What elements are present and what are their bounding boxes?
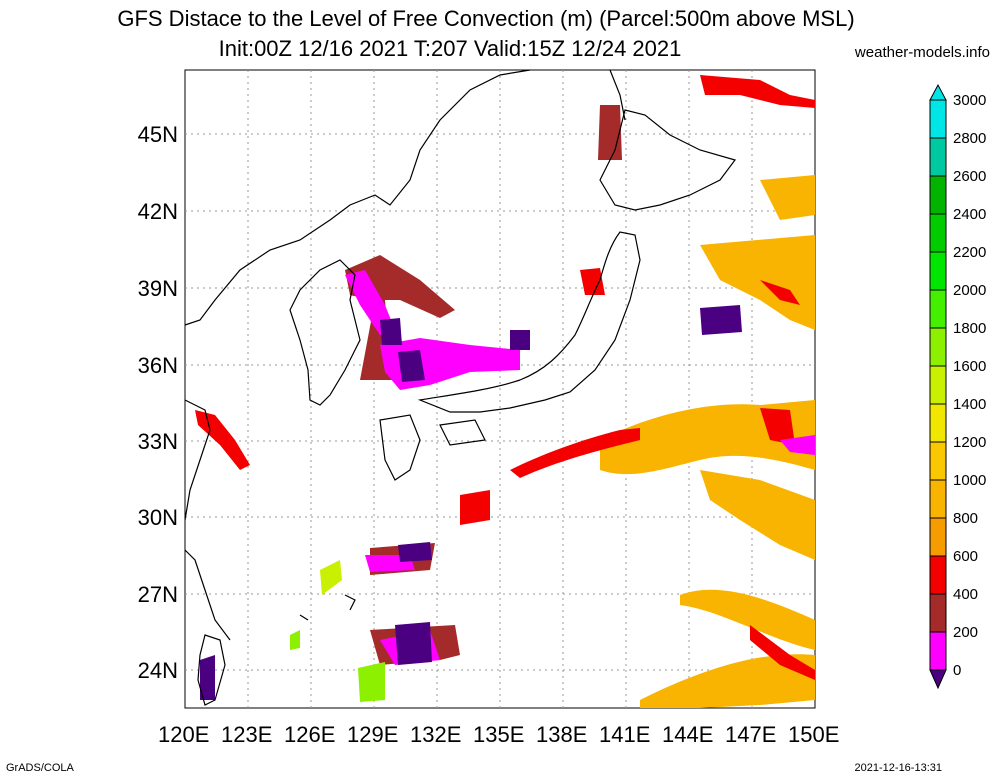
colorbar-label: 800	[953, 510, 979, 527]
map-title: GFS Distace to the Level of Free Convect…	[117, 6, 855, 31]
colorbar-label: 1400	[953, 396, 987, 413]
colorbar-label: 1200	[953, 434, 987, 451]
colorbar-label: 2800	[953, 130, 987, 147]
colorbar-label: 3000	[953, 92, 987, 109]
colorbar-label: 1000	[953, 472, 987, 489]
field-shading	[195, 75, 815, 708]
colorbar-label: 2200	[953, 244, 987, 261]
lon-label: 123E	[221, 722, 273, 747]
lon-label: 144E	[662, 722, 714, 747]
coastlines	[184, 69, 737, 706]
footer-timestamp: 2021-12-16-13:31	[854, 762, 942, 774]
colorbar-label: 600	[953, 548, 979, 565]
lon-label: 132E	[410, 722, 462, 747]
colorbar-label: 400	[953, 586, 979, 603]
grid	[185, 70, 815, 708]
lon-label: 138E	[536, 722, 588, 747]
lon-label: 135E	[473, 722, 525, 747]
colorbar-label: 2400	[953, 206, 987, 223]
lon-label: 147E	[725, 722, 777, 747]
lon-label: 126E	[284, 722, 336, 747]
lat-label: 39N	[137, 276, 178, 301]
lon-label: 129E	[347, 722, 399, 747]
site-label: weather-models.info	[854, 44, 990, 61]
lat-label: 30N	[137, 505, 178, 530]
colorbar-label: 1800	[953, 320, 987, 337]
lat-label: 33N	[137, 429, 178, 454]
lat-label: 42N	[137, 199, 178, 224]
colorbar-label: 2600	[953, 168, 987, 185]
colorbar-label: 0	[953, 662, 962, 679]
map-subtitle: Init:00Z 12/16 2021 T:207 Valid:15Z 12/2…	[218, 36, 682, 61]
colorbar-label: 1600	[953, 358, 987, 375]
lon-label: 141E	[599, 722, 651, 747]
lat-label: 36N	[137, 353, 178, 378]
lon-label: 120E	[158, 722, 210, 747]
lon-label: 150E	[788, 722, 840, 747]
colorbar-label: 2000	[953, 282, 987, 299]
lat-label: 45N	[137, 122, 178, 147]
lat-label: 24N	[137, 658, 178, 683]
footer-credit: GrADS/COLA	[6, 762, 74, 774]
lat-label: 27N	[137, 582, 178, 607]
colorbar-label: 200	[953, 624, 979, 641]
colorbar	[929, 83, 947, 690]
